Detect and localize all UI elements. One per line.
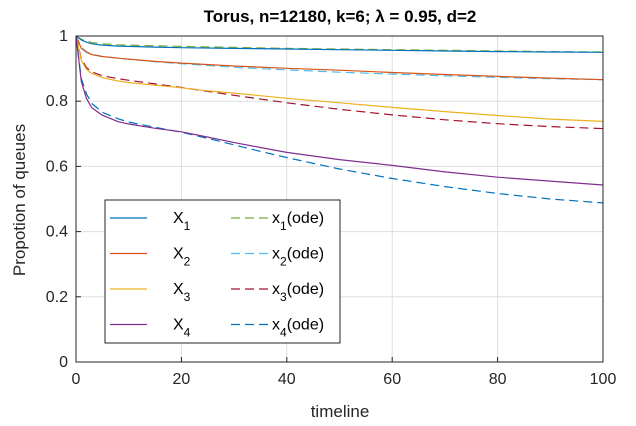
legend-label: X4 [173, 317, 191, 340]
x-axis-label: timeline [311, 402, 370, 421]
series-line-x1-ode [75, 35, 604, 53]
x-tick-label: 60 [383, 371, 401, 388]
series-line-x4 [75, 35, 604, 186]
series-line-x3 [75, 35, 604, 122]
legend-label: X3 [173, 281, 191, 304]
legend: X1 X2 X3 X4 x1(ode) x2(ode) x3(ode) x4(ode) [104, 199, 341, 344]
x-tick-label: 20 [173, 371, 191, 388]
series-layer [75, 35, 604, 204]
legend-label: x3(ode) [272, 281, 324, 304]
chart-title: Torus, n=12180, k=6; λ = 0.95, d=2 [204, 7, 477, 26]
legend-label: X1 [173, 210, 191, 233]
series-line-x4-ode [75, 35, 604, 204]
y-tick-label: 1 [59, 28, 68, 45]
y-tick-label: 0 [59, 354, 68, 371]
y-axis-label: Propotion of queues [10, 124, 29, 276]
legend-label: x4(ode) [272, 317, 324, 340]
legend-label: X2 [173, 246, 191, 269]
legend-box [104, 199, 341, 344]
x-tick-label: 100 [590, 371, 617, 388]
legend-label: x1(ode) [272, 210, 324, 233]
y-tick-label: 0.8 [46, 93, 68, 110]
y-tick-label: 0.4 [46, 224, 68, 241]
axis-ticks: 0 20 40 60 80 100 0 0.2 0.4 0.6 0.8 1 [46, 28, 617, 388]
series-line-x2 [75, 35, 604, 81]
y-tick-label: 0.6 [46, 158, 68, 175]
plot-frame [75, 35, 604, 363]
y-tick-label: 0.2 [46, 289, 68, 306]
legend-label: x2(ode) [272, 246, 324, 269]
x-tick-label: 0 [72, 371, 81, 388]
series-line-x1 [75, 35, 604, 53]
x-tick-label: 80 [489, 371, 507, 388]
x-tick-label: 40 [278, 371, 296, 388]
